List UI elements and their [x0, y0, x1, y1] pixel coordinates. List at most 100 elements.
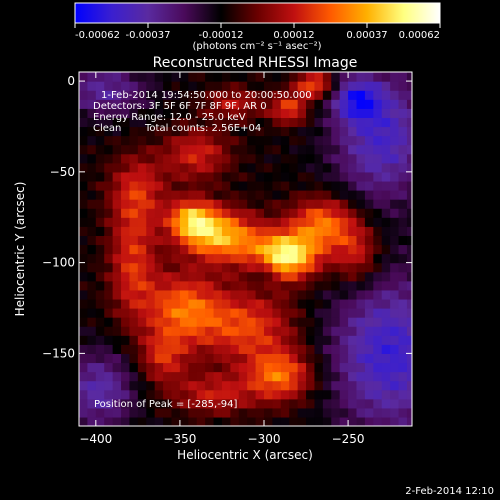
heatmap-cell	[196, 371, 206, 382]
heatmap-cell	[163, 244, 173, 255]
heatmap-cell	[280, 199, 290, 209]
heatmap-cell	[179, 326, 189, 336]
heatmap-cell	[373, 389, 383, 400]
heatmap-cell	[247, 280, 257, 291]
heatmap-cell	[171, 407, 181, 418]
heatmap-cell	[322, 180, 332, 191]
heatmap-cell	[255, 153, 265, 164]
heatmap-cell	[390, 99, 400, 109]
heatmap-cell	[238, 344, 248, 354]
heatmap-cell	[390, 135, 400, 146]
heatmap-cell	[221, 99, 231, 109]
x-axis-ticks: −400 −350 −300 −250	[79, 72, 365, 446]
heatmap-cell	[196, 271, 206, 282]
heatmap-cell	[129, 81, 139, 91]
heatmap-cell	[112, 326, 122, 336]
heatmap-cell	[230, 389, 240, 400]
heatmap-cell	[289, 271, 299, 282]
heatmap-cell	[348, 380, 358, 391]
heatmap-cell	[154, 280, 164, 291]
heatmap-cell	[171, 153, 181, 164]
heatmap-cell	[104, 126, 114, 137]
heatmap-cell	[154, 317, 164, 327]
heatmap-cell	[398, 326, 408, 336]
heatmap-cell	[331, 108, 341, 118]
heatmap-cell	[247, 353, 257, 364]
heatmap-cell	[348, 280, 358, 291]
heatmap-cell	[121, 117, 131, 128]
heatmap-cell	[406, 126, 412, 137]
heatmap-cell	[179, 344, 189, 354]
heatmap-cell	[121, 398, 131, 409]
colorbar-tick-label: -0.00012	[199, 30, 244, 41]
heatmap-cell	[213, 271, 223, 282]
heatmap-cell	[280, 117, 290, 128]
heatmap-cell	[230, 99, 240, 109]
heatmap-cell	[213, 353, 223, 364]
heatmap-cell	[137, 72, 147, 82]
heatmap-cell	[406, 171, 412, 182]
heatmap-cell	[171, 416, 181, 426]
heatmap-cell	[255, 217, 265, 227]
heatmap-cell	[137, 153, 147, 164]
heatmap-cell	[247, 326, 257, 336]
heatmap-cell	[314, 398, 324, 409]
heatmap-cell	[205, 81, 215, 91]
heatmap-cell	[154, 126, 164, 137]
heatmap-cell	[264, 326, 274, 336]
heatmap-cell	[373, 280, 383, 291]
heatmap-cell	[238, 407, 248, 418]
heatmap-cell	[79, 199, 89, 209]
heatmap-cell	[381, 126, 391, 137]
heatmap-cell	[163, 298, 173, 309]
heatmap-cell	[255, 371, 265, 382]
y-tick-label: −100	[42, 256, 75, 270]
heatmap-cell	[137, 90, 147, 100]
heatmap-cell	[205, 371, 215, 382]
heatmap-cell	[255, 99, 265, 109]
heatmap-cell	[406, 235, 412, 246]
heatmap-cell	[364, 217, 374, 227]
heatmap-cell	[171, 389, 181, 400]
heatmap-cell	[95, 72, 105, 82]
heatmap-cell	[364, 226, 374, 236]
heatmap-cell	[297, 144, 307, 155]
heatmap-cell	[264, 253, 274, 264]
heatmap-cell	[205, 380, 215, 391]
heatmap-cell	[163, 362, 173, 373]
heatmap-cell	[121, 99, 131, 109]
heatmap-cell	[264, 208, 274, 218]
heatmap-cell	[306, 171, 316, 182]
heatmap-cell	[306, 380, 316, 391]
heatmap-cell	[221, 389, 231, 400]
heatmap-cell	[322, 144, 332, 155]
heatmap-cell	[272, 226, 282, 236]
heatmap-cell	[129, 126, 139, 137]
heatmap-cell	[247, 144, 257, 155]
heatmap-cell	[348, 226, 358, 236]
heatmap-cell	[398, 371, 408, 382]
heatmap-cell	[221, 226, 231, 236]
heatmap-cell	[121, 298, 131, 309]
annotation-peak: Position of Peak = [-285,-94]	[94, 399, 238, 410]
heatmap-cell	[230, 380, 240, 391]
heatmap-cell	[314, 289, 324, 300]
heatmap-cell	[306, 153, 316, 164]
heatmap-cell	[272, 253, 282, 264]
heatmap-cell	[230, 280, 240, 291]
heatmap-cell	[373, 126, 383, 137]
heatmap-cell	[238, 416, 248, 426]
heatmap-cell	[322, 190, 332, 200]
heatmap-cell	[230, 308, 240, 318]
heatmap-cell	[213, 99, 223, 109]
heatmap-cell	[196, 335, 206, 345]
heatmap-cell	[314, 416, 324, 426]
heatmap-cell	[398, 99, 408, 109]
heatmap-cell	[322, 208, 332, 218]
heatmap-cell	[121, 362, 131, 373]
heatmap-cell	[205, 226, 215, 236]
heatmap-cell	[205, 180, 215, 191]
heatmap-cell	[314, 153, 324, 164]
heatmap-cell	[364, 171, 374, 182]
heatmap-cell	[272, 217, 282, 227]
